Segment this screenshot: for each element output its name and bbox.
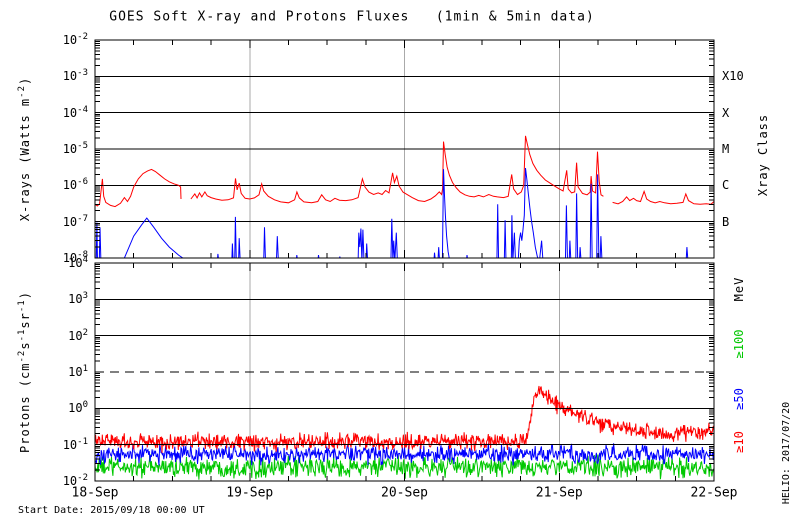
xray-ytick-label: 10-8 bbox=[62, 250, 88, 265]
xray-class-label: X10 bbox=[722, 69, 744, 84]
mev-axis-title: MeV bbox=[732, 276, 746, 302]
proton-ytick-label: 103 bbox=[68, 291, 88, 307]
xray-class-axis-title: Xray Class bbox=[756, 113, 770, 197]
x-axis-tick-label: 21-Sep bbox=[535, 485, 583, 501]
proton-ytick-label: 102 bbox=[68, 327, 88, 343]
xray-class-label: B bbox=[722, 214, 730, 229]
proton-ytick-label: 10-1 bbox=[62, 436, 88, 452]
xray-ytick-label: 10-7 bbox=[62, 213, 88, 229]
xray-ytick-label: 10-3 bbox=[62, 68, 88, 84]
proton-y-axis-title: Protons (cm-2s-1sr-1) bbox=[17, 291, 32, 453]
x-axis-tick-label: 19-Sep bbox=[226, 485, 274, 501]
proton-ytick-label: 100 bbox=[68, 400, 88, 416]
xray-ytick-label: 10-2 bbox=[62, 32, 88, 47]
proton-ytick-label: 104 bbox=[68, 255, 88, 270]
proton-energy-label: ≥50 bbox=[732, 388, 746, 410]
xray-ytick-label: 10-4 bbox=[62, 104, 88, 120]
page-title: GOES Soft X-ray and Protons Fluxes (1min… bbox=[109, 9, 595, 25]
xray-class-label: C bbox=[722, 178, 730, 193]
x-axis-tick-label: 18-Sep bbox=[71, 485, 119, 501]
helio-watermark: HELIO: 2017/07/20 bbox=[781, 401, 792, 505]
proton-energy-label: ≥100 bbox=[732, 329, 746, 359]
proton-ytick-label: 101 bbox=[68, 364, 88, 379]
x-axis-tick-label: 20-Sep bbox=[381, 485, 428, 501]
xray-ytick-label: 10-6 bbox=[62, 177, 88, 193]
proton-energy-label: ≥10 bbox=[732, 431, 746, 453]
proton-ytick-label: 10-2 bbox=[62, 473, 88, 488]
xray-ytick-label: 10-5 bbox=[62, 141, 88, 156]
start-date-label: Start Date: 2015/09/18 00:00 UT bbox=[18, 505, 205, 516]
xray-y-axis-title: X-rays (Watts m-2) bbox=[17, 76, 32, 222]
xray-class-label: X bbox=[722, 105, 730, 120]
x-axis-tick-label: 22-Sep bbox=[690, 485, 738, 501]
xray-class-label: M bbox=[722, 142, 730, 156]
